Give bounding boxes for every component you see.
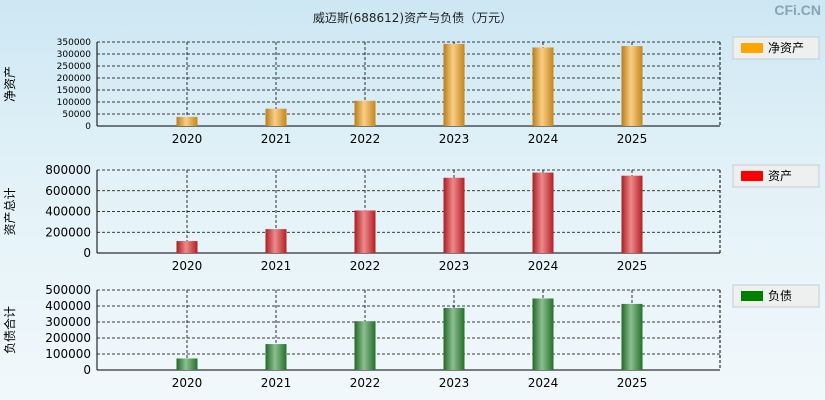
y-tick-label: 0 <box>83 363 91 377</box>
x-tick-label: 2020 <box>172 132 203 146</box>
bar-2021 <box>265 108 287 126</box>
x-tick-label: 2025 <box>617 132 648 146</box>
bar-2024 <box>532 47 554 126</box>
chart-panel-2: 0 200000 400000 600000 800000 2020 2021 2022 202… <box>3 163 820 273</box>
x-tick-label: 2024 <box>528 259 559 273</box>
y-tick-label: 150000 <box>57 86 92 96</box>
x-tick-label: 2024 <box>528 132 559 146</box>
legend-label: 负债 <box>768 289 792 303</box>
y-tick-label: 800000 <box>45 163 91 177</box>
x-tick-label: 2021 <box>261 259 292 273</box>
x-tick-label: 2025 <box>617 376 648 390</box>
y-axis-label: 资产总计 <box>3 187 17 235</box>
watermark-logo: CFi.CN <box>774 2 821 18</box>
bar-2024 <box>532 298 554 370</box>
x-tick-label: 2022 <box>350 132 381 146</box>
bar-2020 <box>176 358 198 370</box>
chart-panel-3: 0 100000 200000 300000 400000 500000 2020 2021 2… <box>2 283 820 390</box>
bar-2022 <box>354 210 376 253</box>
y-tick-label: 300000 <box>57 50 92 60</box>
bar-2021 <box>265 344 287 370</box>
bar-2022 <box>354 321 376 370</box>
y-tick-label: 200000 <box>45 331 91 345</box>
legend-swatch <box>741 43 763 53</box>
bar-2021 <box>265 229 287 253</box>
legend-swatch <box>741 171 763 181</box>
bar-2024 <box>532 172 554 253</box>
bar-2020 <box>176 241 198 253</box>
bar-2023 <box>443 307 465 370</box>
x-tick-label: 2022 <box>350 376 381 390</box>
y-tick-label: 50000 <box>62 110 91 120</box>
y-tick-label: 0 <box>85 122 91 132</box>
x-tick-label: 2024 <box>528 376 559 390</box>
y-tick-label: 600000 <box>45 184 91 198</box>
y-tick-label: 300000 <box>45 315 91 329</box>
x-tick-label: 2022 <box>350 259 381 273</box>
y-tick-label: 100000 <box>45 347 91 361</box>
bar-2023 <box>443 177 465 253</box>
bar-2022 <box>354 100 376 126</box>
y-tick-label: 500000 <box>45 283 91 297</box>
x-tick-label: 2023 <box>439 259 470 273</box>
bar-2025 <box>621 175 643 253</box>
bar-2025 <box>621 303 643 370</box>
bar-2023 <box>443 43 465 126</box>
chart-title: 威迈斯(688612)资产与负债（万元） <box>312 11 513 25</box>
legend: 负债 <box>732 284 820 308</box>
y-axis-label: 负债合计 <box>2 306 17 354</box>
legend: 资产 <box>732 164 820 188</box>
x-tick-label: 2023 <box>439 132 470 146</box>
x-tick-label: 2023 <box>439 376 470 390</box>
y-tick-label: 200000 <box>45 225 91 239</box>
y-tick-label: 200000 <box>57 74 92 84</box>
x-tick-label: 2021 <box>261 132 292 146</box>
legend-box <box>732 164 820 188</box>
bar-2020 <box>176 116 198 126</box>
bar-2025 <box>621 46 643 126</box>
y-axis-label: 净资产 <box>3 66 17 102</box>
y-tick-label: 400000 <box>45 299 91 313</box>
legend-swatch <box>741 291 763 301</box>
x-tick-label: 2025 <box>617 259 648 273</box>
x-tick-label: 2020 <box>172 376 203 390</box>
legend-label: 净资产 <box>768 41 804 55</box>
legend-label: 资产 <box>768 169 792 183</box>
chart-panel-1: 0 50000 100000 150000 200000 250000 300000 3500… <box>3 36 820 146</box>
x-tick-label: 2021 <box>261 376 292 390</box>
y-tick-label: 350000 <box>57 38 92 48</box>
legend-box <box>732 284 820 308</box>
legend-box <box>732 36 820 60</box>
y-tick-label: 100000 <box>57 98 92 108</box>
y-tick-label: 400000 <box>45 205 91 219</box>
y-tick-label: 250000 <box>57 62 92 72</box>
legend: 净资产 <box>732 36 820 60</box>
x-tick-label: 2020 <box>172 259 203 273</box>
y-tick-label: 0 <box>83 246 91 260</box>
